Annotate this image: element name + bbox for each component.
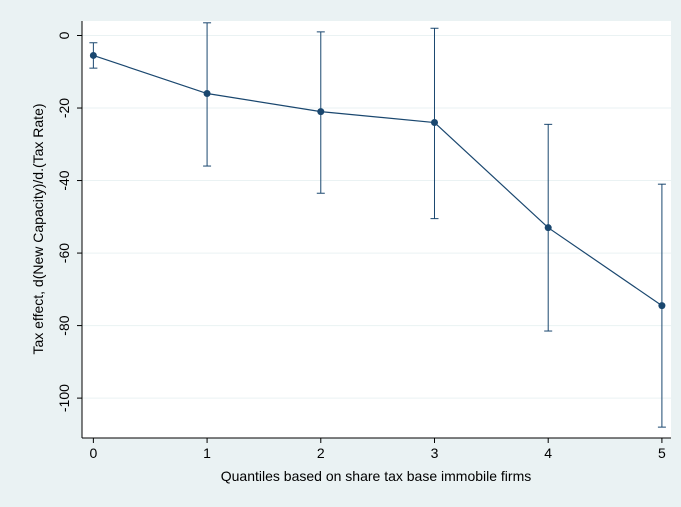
data-point-2 [317,108,325,116]
y-tick-label-0: 0 [56,31,72,39]
y-tick-label-1: -20 [56,98,72,118]
y-axis-label: Tax effect, d(New Capacity)/d.(Tax Rate) [30,103,46,354]
data-point-5 [658,302,666,310]
x-tick-label-3: 3 [431,445,439,461]
grid-lines [82,35,671,399]
series-markers [89,51,666,310]
y-tick-label-2: -40 [56,170,72,190]
data-point-1 [203,90,211,98]
y-ticks: 0 -20 -40 -60 -80 -100 [56,31,82,412]
data-point-4 [544,224,552,232]
y-tick-label-3: -60 [56,243,72,263]
x-tick-label-2: 2 [317,445,325,461]
x-tick-label-4: 4 [544,445,552,461]
x-tick-label-1: 1 [203,445,211,461]
x-ticks: 0 1 2 3 4 5 [89,438,666,461]
y-tick-label-5: -100 [56,384,72,412]
series-line-0 [93,54,663,307]
axes [81,21,671,439]
data-point-0 [89,51,97,59]
plot-area [82,21,671,438]
y-tick-label-4: -80 [56,315,72,335]
series-lines [93,54,663,307]
data-point-3 [430,119,438,127]
x-tick-label-0: 0 [89,445,97,461]
x-tick-label-5: 5 [658,445,666,461]
x-axis-label: Quantiles based on share tax base immobi… [221,468,531,484]
